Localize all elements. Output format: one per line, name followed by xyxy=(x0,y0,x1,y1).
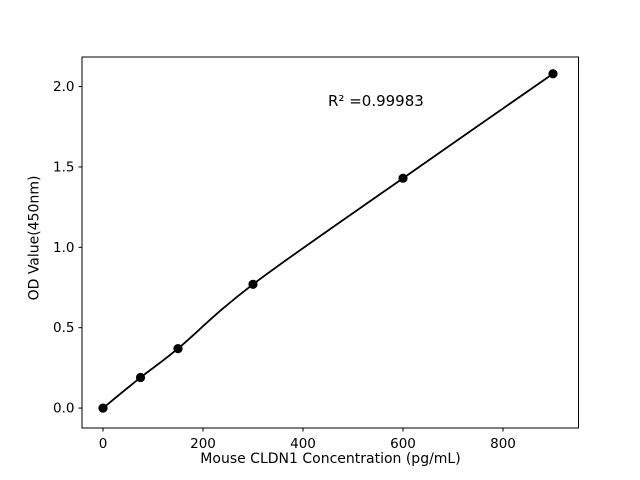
data-point-marker xyxy=(398,173,408,183)
plot-border xyxy=(81,56,579,429)
data-point-marker xyxy=(548,69,558,79)
data-point-marker xyxy=(135,372,146,383)
y-tick-label: 1.0 xyxy=(53,240,74,256)
data-point-marker xyxy=(173,343,183,354)
x-tick-label: 0 xyxy=(99,436,108,452)
y-tick-label: 1.5 xyxy=(53,159,74,175)
y-tick-label: 2.0 xyxy=(53,79,74,95)
y-tick-label: 0.5 xyxy=(53,320,74,336)
y-tick-label: 0.0 xyxy=(53,401,74,417)
x-tick-label: 400 xyxy=(290,436,316,452)
data-point-marker xyxy=(248,279,258,289)
data-point-marker xyxy=(98,403,108,413)
y-axis-label: OD Value(450nm) xyxy=(26,175,43,301)
x-tick-label: 800 xyxy=(490,436,516,452)
r-squared-annotation: R² =0.99983 xyxy=(328,92,424,111)
x-tick-label: 600 xyxy=(390,436,416,452)
x-axis-label: Mouse CLDN1 Concentration (pg/mL) xyxy=(200,451,461,467)
x-tick-label: 200 xyxy=(190,436,216,452)
fit-curve xyxy=(102,72,554,409)
